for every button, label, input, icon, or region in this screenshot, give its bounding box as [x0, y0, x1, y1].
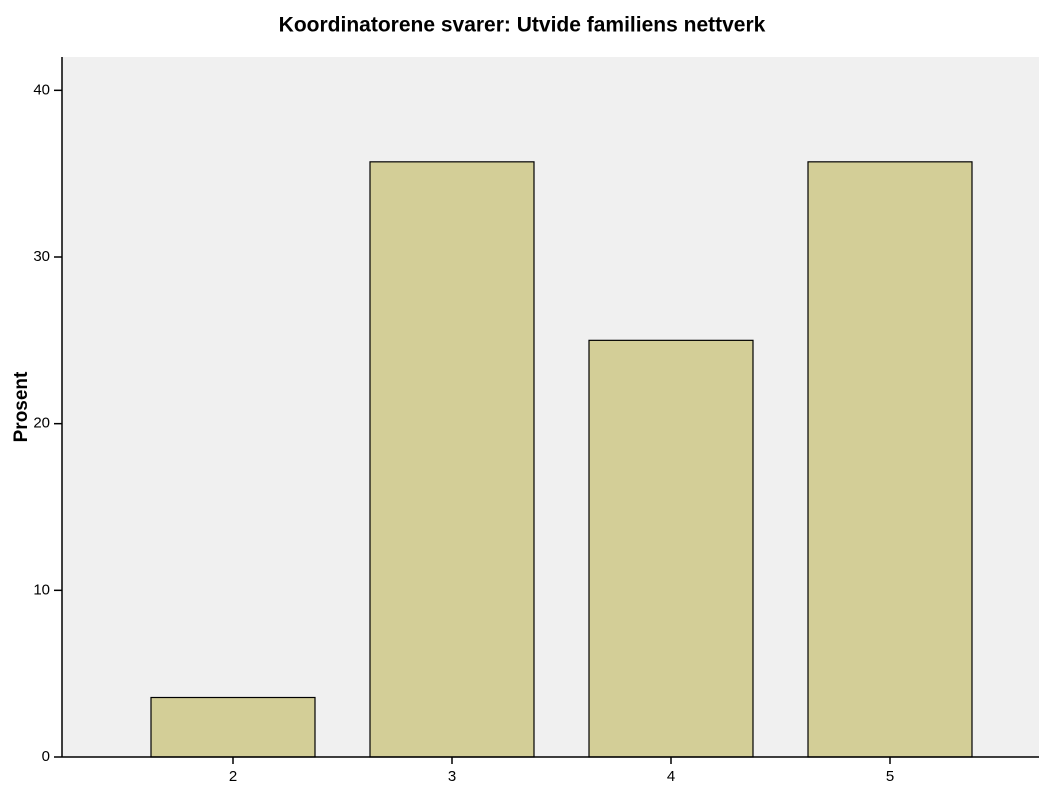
y-tick-label: 30 — [33, 248, 50, 265]
x-tick-label: 4 — [667, 768, 675, 785]
chart-title: Koordinatorene svarer: Utvide familiens … — [279, 14, 766, 37]
bar — [807, 161, 973, 758]
bar — [150, 696, 316, 758]
y-tick-label: 10 — [33, 581, 50, 598]
bar — [588, 339, 754, 758]
bar — [369, 161, 535, 758]
y-tick-label: 0 — [42, 748, 50, 765]
y-axis-label: Prosent — [11, 371, 32, 442]
x-tick-label: 3 — [448, 768, 456, 785]
y-tick-label: 20 — [33, 415, 50, 432]
x-tick-label: 2 — [229, 768, 237, 785]
x-tick-label: 5 — [886, 768, 894, 785]
y-tick-label: 40 — [33, 81, 50, 98]
